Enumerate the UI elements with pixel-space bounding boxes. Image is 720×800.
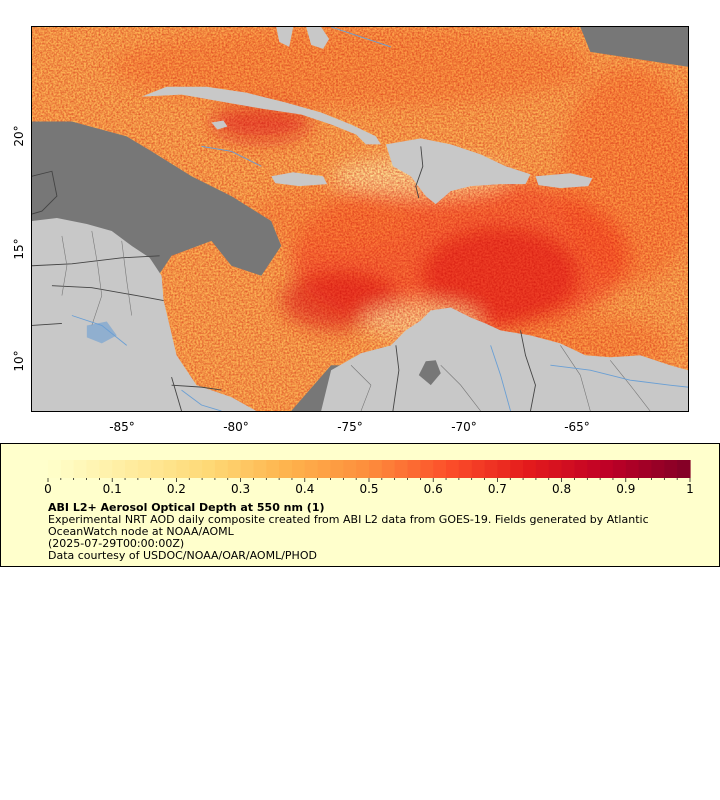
colorbar-segment xyxy=(471,460,486,478)
colorbar-segment xyxy=(330,460,344,478)
colorbar-tick-label: 0.9 xyxy=(616,482,636,496)
colorbar-segment xyxy=(523,460,537,478)
colorbar-segment xyxy=(394,460,409,478)
colorbar-segment xyxy=(356,460,370,478)
lon-label: -80° xyxy=(223,420,249,434)
colorbar-segment xyxy=(677,460,691,478)
colorbar-segment xyxy=(587,460,601,478)
colorbar-segment xyxy=(266,460,280,478)
colorbar-segment xyxy=(214,460,229,478)
colorbar-segment xyxy=(112,460,126,478)
colorbar-tick-label: 1 xyxy=(686,482,694,496)
colorbar-segment xyxy=(73,460,88,478)
country-borders xyxy=(32,146,536,411)
legend-credit: Data courtesy of USDOC/NOAA/OAR/AOML/PHO… xyxy=(48,549,317,562)
colorbar-segment xyxy=(176,460,190,478)
colorbar-segment xyxy=(381,460,396,478)
colorbar-segment xyxy=(651,460,665,478)
colorbar-segment xyxy=(625,460,640,478)
colorbar-segment xyxy=(291,460,306,478)
colorbar-tick-label: 0.6 xyxy=(423,482,443,496)
colorbar-segment xyxy=(227,460,242,478)
colorbar-segment xyxy=(433,460,447,478)
colorbar-segment xyxy=(202,460,216,478)
colorbar-segment xyxy=(535,460,550,478)
colorbar-segment xyxy=(125,460,139,478)
colorbar xyxy=(47,460,691,482)
legend-date: (2025-07-29T00:00:00Z) xyxy=(48,537,185,550)
colorbar-segment xyxy=(510,460,524,478)
colorbar-tick-label: 0.2 xyxy=(166,482,186,496)
colorbar-segment xyxy=(279,460,293,478)
colorbar-segment xyxy=(343,460,357,478)
lon-label: -85° xyxy=(109,420,135,434)
colorbar-segment xyxy=(458,460,473,478)
colorbar-segment xyxy=(369,460,383,478)
rivers xyxy=(71,27,688,411)
colorbar-segment xyxy=(612,460,627,478)
colorbar-segment xyxy=(664,460,678,478)
colorbar-segment xyxy=(420,460,434,478)
lat-label: 10° xyxy=(12,350,26,372)
lon-label: -65° xyxy=(564,420,590,434)
colorbar-segment xyxy=(484,460,498,478)
colorbar-segment xyxy=(600,460,614,478)
aod-field xyxy=(32,27,688,411)
lon-label: -75° xyxy=(337,420,363,434)
map-panel[interactable] xyxy=(31,26,689,412)
state-borders xyxy=(61,230,651,411)
colorbar-tick-label: 0.4 xyxy=(295,482,315,496)
colorbar-segment xyxy=(60,460,75,478)
colorbar-segment xyxy=(407,460,421,478)
colorbar-tick-label: 0.5 xyxy=(359,482,379,496)
colorbar-segment xyxy=(317,460,332,478)
land-masses xyxy=(32,27,688,411)
colorbar-segment xyxy=(48,460,62,478)
colorbar-segment xyxy=(574,460,588,478)
colorbar-segment xyxy=(137,460,152,478)
legend-description: Experimental NRT AOD daily composite cre… xyxy=(48,513,649,538)
lon-label: -70° xyxy=(451,420,477,434)
colorbar-tick-label: 0.1 xyxy=(102,482,122,496)
colorbar-segment xyxy=(446,460,460,478)
colorbar-segment xyxy=(99,460,113,478)
lake xyxy=(86,321,117,344)
colorbar-segment xyxy=(548,460,563,478)
colorbar-segment xyxy=(497,460,511,478)
colorbar-tick-label: 0.8 xyxy=(552,482,572,496)
colorbar-segment xyxy=(304,460,319,478)
lat-label: 15° xyxy=(12,238,26,260)
lat-label: 20° xyxy=(12,125,26,147)
colorbar-tick-label: 0.3 xyxy=(231,482,251,496)
colorbar-segment xyxy=(163,460,177,478)
colorbar-segment xyxy=(150,460,165,478)
legend-panel: 0 0.1 0.2 0.3 0.4 0.5 0.6 0.7 0.8 0.9 1 ABI L2+ Ae… xyxy=(0,443,720,567)
colorbar-segment xyxy=(638,460,653,478)
aod-map xyxy=(32,27,688,411)
legend-title: ABI L2+ Aerosol Optical Depth at 550 nm … xyxy=(48,501,325,514)
colorbar-segment xyxy=(86,460,100,478)
colorbar-segment xyxy=(253,460,267,478)
colorbar-tick-label: 0.7 xyxy=(487,482,507,496)
colorbar-segment xyxy=(240,460,255,478)
colorbar-segment xyxy=(561,460,576,478)
colorbar-tick-label: 0 xyxy=(44,482,52,496)
colorbar-segment xyxy=(189,460,203,478)
